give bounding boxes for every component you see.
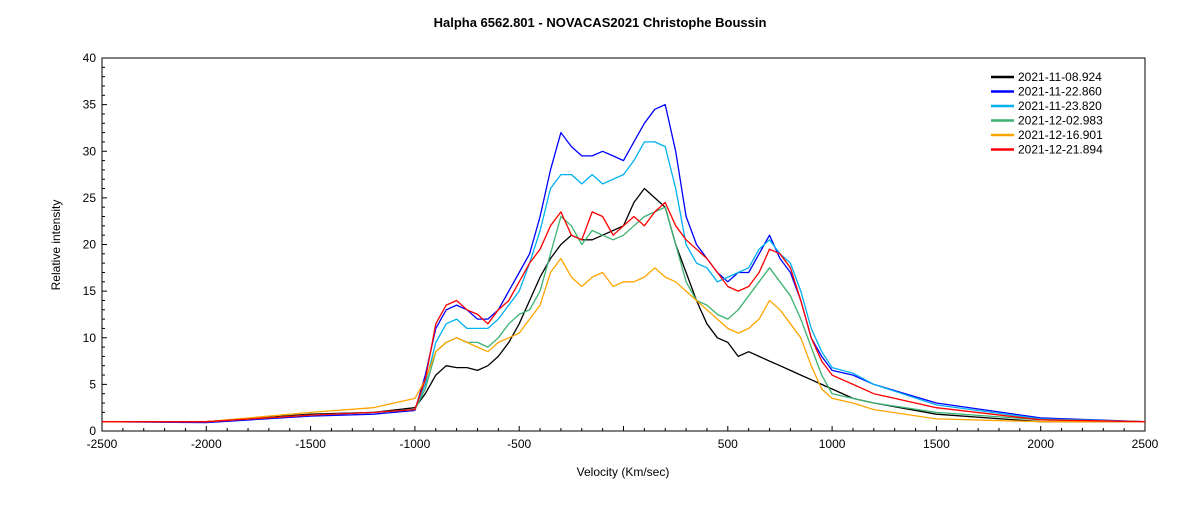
x-tick-label: 1500 — [923, 437, 950, 451]
series-line-2021-12-02.983 — [102, 206, 1146, 423]
x-tick-label: -2000 — [191, 437, 222, 451]
series-line-2021-12-16.901 — [102, 257, 1145, 423]
plot-lines — [101, 103, 1146, 424]
series-line-2021-12-21.894 — [102, 201, 1146, 423]
chart-title: Halpha 6562.801 - NOVACAS2021 Christophe… — [434, 15, 767, 30]
y-tick-label: 15 — [83, 284, 97, 298]
y-tick-label: 10 — [83, 331, 97, 345]
x-tick-label: -2500 — [87, 437, 118, 451]
x-tick-label: 2000 — [1027, 437, 1054, 451]
plot-frame — [101, 57, 1146, 432]
x-tick-label: -1000 — [400, 437, 431, 451]
legend-label: 2021-12-21.894 — [1018, 143, 1103, 157]
series-line-2021-11-08.924 — [102, 187, 1145, 423]
y-tick-label: 35 — [83, 98, 97, 112]
x-tick-label: -500 — [507, 437, 531, 451]
x-tick-label: 2500 — [1132, 437, 1159, 451]
legend-label: 2021-11-23.820 — [1018, 99, 1102, 113]
y-tick-label: 0 — [89, 424, 96, 438]
x-tick-label: 1000 — [819, 437, 846, 451]
legend-label: 2021-11-08.924 — [1018, 70, 1102, 84]
series-line-2021-11-23.820 — [102, 141, 1146, 423]
series-line-2021-11-22.860 — [101, 103, 1146, 424]
legend-label: 2021-12-16.901 — [1018, 128, 1103, 142]
legend-label: 2021-11-22.860 — [1018, 85, 1102, 99]
y-axis-label: Relative intensity — [49, 200, 63, 291]
y-tick-label: 5 — [89, 377, 96, 391]
legend-label: 2021-12-02.983 — [1018, 114, 1103, 128]
y-tick-label: 30 — [83, 144, 97, 158]
x-tick-label: 500 — [718, 437, 738, 451]
y-tick-label: 25 — [83, 191, 97, 205]
x-axis: -2500 -2000 -1500 -1000 -500 500 1000 1500 2000 2… — [87, 426, 1159, 451]
legend: 2021-11-08.9242021-11-22.8602021-11-23.8… — [991, 70, 1103, 157]
y-tick-label: 20 — [83, 238, 97, 252]
y-tick-label: 40 — [83, 51, 97, 65]
x-axis-label: Velocity (Km/sec) — [577, 465, 670, 479]
y-axis: 0 5 10 15 20 25 30 35 40 — [83, 51, 107, 438]
x-tick-label: -1500 — [295, 437, 326, 451]
